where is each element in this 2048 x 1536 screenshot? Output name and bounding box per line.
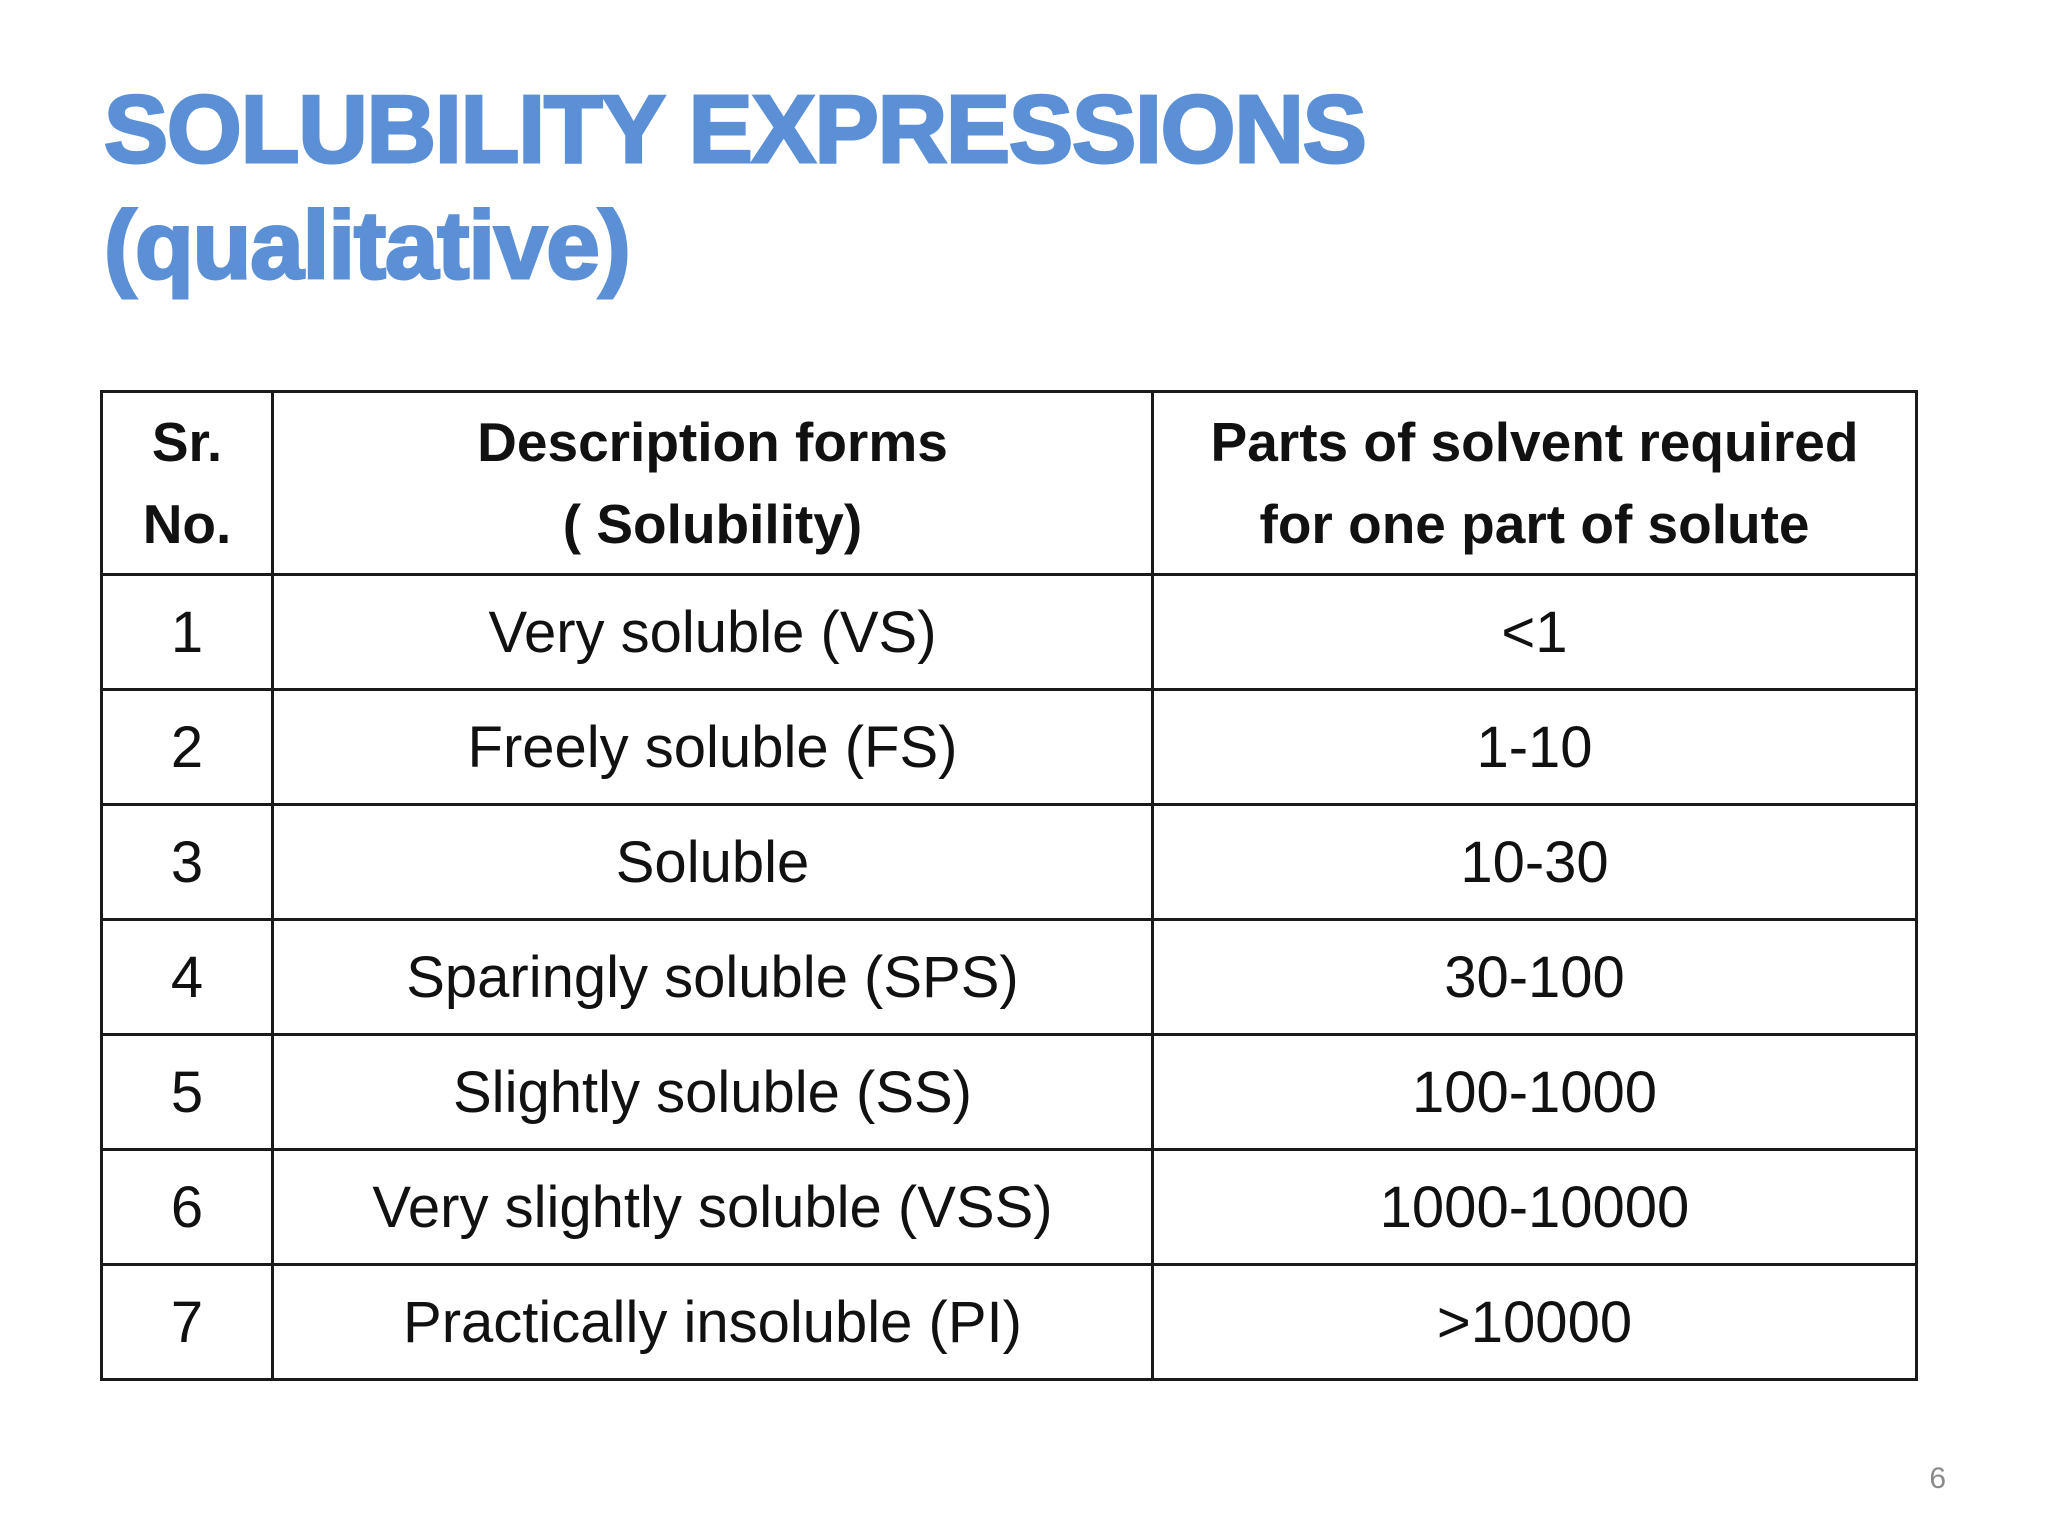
cell-sr-no: 3 bbox=[100, 803, 274, 921]
cell-sr-no: 7 bbox=[100, 1263, 274, 1381]
cell-description: Very soluble (VS) bbox=[271, 573, 1154, 691]
header-sr-no: Sr. No. bbox=[100, 390, 274, 576]
table-row: 2 Freely soluble (FS) 1-10 bbox=[100, 688, 1918, 806]
slide-title: SOLUBILITY EXPRESSIONS (qualitative) bbox=[103, 72, 1904, 304]
table-body: 1 Very soluble (VS) <1 2 Freely soluble … bbox=[100, 573, 1918, 1381]
cell-sr-no: 2 bbox=[100, 688, 274, 806]
header-row: Sr. No. Description forms ( Solubility) … bbox=[100, 390, 1918, 576]
header-description-line-2: ( Solubility) bbox=[562, 493, 863, 555]
cell-parts: 100-1000 bbox=[1151, 1033, 1918, 1151]
cell-parts: 30-100 bbox=[1151, 918, 1918, 1036]
table-row: 4 Sparingly soluble (SPS) 30-100 bbox=[100, 918, 1918, 1036]
cell-parts: >10000 bbox=[1151, 1263, 1918, 1381]
header-sr-no-line-2: No. bbox=[142, 493, 232, 555]
header-parts-line-1: Parts of solvent required bbox=[1210, 411, 1859, 473]
cell-description: Sparingly soluble (SPS) bbox=[271, 918, 1154, 1036]
slide-title-line-2: (qualitative) bbox=[103, 191, 633, 301]
header-sr-no-line-1: Sr. bbox=[151, 411, 223, 473]
table-row: 6 Very slightly soluble (VSS) 1000-10000 bbox=[100, 1148, 1918, 1266]
table-header: Sr. No. Description forms ( Solubility) … bbox=[100, 390, 1918, 576]
page-number: 6 bbox=[1929, 1462, 1946, 1495]
table-row: 7 Practically insoluble (PI) >10000 bbox=[100, 1263, 1918, 1381]
cell-description: Very slightly soluble (VSS) bbox=[271, 1148, 1154, 1266]
cell-description: Slightly soluble (SS) bbox=[271, 1033, 1154, 1151]
cell-sr-no: 4 bbox=[100, 918, 274, 1036]
header-description: Description forms ( Solubility) bbox=[271, 390, 1154, 576]
header-parts-of-solvent: Parts of solvent required for one part o… bbox=[1151, 390, 1918, 576]
solubility-table: Sr. No. Description forms ( Solubility) … bbox=[100, 390, 1918, 1381]
header-parts-line-2: for one part of solute bbox=[1259, 493, 1810, 555]
cell-parts: <1 bbox=[1151, 573, 1918, 691]
cell-parts: 1-10 bbox=[1151, 688, 1918, 806]
cell-description: Freely soluble (FS) bbox=[271, 688, 1154, 806]
cell-description: Soluble bbox=[271, 803, 1154, 921]
table-row: 5 Slightly soluble (SS) 100-1000 bbox=[100, 1033, 1918, 1151]
header-description-line-1: Description forms bbox=[477, 411, 948, 473]
cell-sr-no: 1 bbox=[100, 573, 274, 691]
cell-parts: 1000-10000 bbox=[1151, 1148, 1918, 1266]
cell-sr-no: 5 bbox=[100, 1033, 274, 1151]
cell-parts: 10-30 bbox=[1151, 803, 1918, 921]
slide-title-line-1: SOLUBILITY EXPRESSIONS bbox=[103, 75, 1369, 185]
table-row: 1 Very soluble (VS) <1 bbox=[100, 573, 1918, 691]
cell-description: Practically insoluble (PI) bbox=[271, 1263, 1154, 1381]
cell-sr-no: 6 bbox=[100, 1148, 274, 1266]
table-row: 3 Soluble 10-30 bbox=[100, 803, 1918, 921]
